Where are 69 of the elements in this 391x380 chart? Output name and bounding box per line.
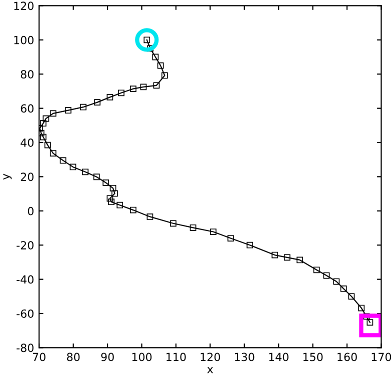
- x-tick-label: 130: [234, 352, 254, 362]
- point: [170, 220, 176, 227]
- x-tick-label: 80: [66, 352, 80, 362]
- y-tick-label: 60: [20, 104, 34, 113]
- point: [358, 304, 365, 312]
- point: [60, 157, 66, 164]
- point: [272, 252, 278, 258]
- x-tick-label: 90: [101, 352, 114, 362]
- point: [323, 272, 330, 279]
- x-tick-label: 110: [166, 352, 186, 362]
- y-tick-label: -20: [16, 241, 34, 250]
- y-tick-label: -80: [16, 344, 34, 352]
- point: [108, 198, 114, 206]
- point: [359, 314, 382, 338]
- point: [227, 235, 234, 242]
- point: [118, 90, 124, 96]
- point: [44, 142, 51, 148]
- point: [82, 168, 88, 176]
- x-tick-label: 70: [32, 352, 46, 362]
- point: [157, 62, 164, 69]
- point: [313, 266, 320, 274]
- point: [152, 54, 159, 60]
- point: [130, 206, 136, 214]
- point: [284, 254, 290, 261]
- point: [210, 228, 216, 235]
- point: [102, 179, 110, 186]
- point: [348, 293, 355, 300]
- y-tick-label: 20: [20, 172, 34, 182]
- y-tick-label: -40: [16, 275, 34, 284]
- point: [93, 174, 100, 180]
- point: [190, 224, 196, 231]
- y-axis-title: y: [3, 174, 12, 180]
- point: [106, 195, 114, 202]
- point: [146, 214, 154, 220]
- point: [40, 134, 46, 140]
- x-tick-label: 120: [200, 352, 220, 362]
- y-tick-label: 100: [14, 36, 34, 44]
- point: [140, 84, 147, 90]
- point: [110, 184, 116, 192]
- x-tick-label: 100: [132, 352, 152, 362]
- y-tick-label: 120: [14, 2, 34, 10]
- point: [80, 104, 86, 110]
- point: [40, 120, 46, 127]
- point: [161, 72, 168, 79]
- y-tick-label: 80: [20, 70, 34, 78]
- x-tick-label: 160: [338, 352, 357, 362]
- point: [246, 242, 254, 248]
- y-tick-label: -60: [16, 309, 34, 318]
- x-axis-title: x: [207, 367, 214, 374]
- point: [112, 190, 118, 197]
- point: [153, 82, 160, 89]
- point: [116, 202, 124, 208]
- point: [135, 28, 159, 52]
- point: [106, 94, 114, 100]
- point: [42, 115, 50, 122]
- x-tick-label: 150: [303, 352, 323, 362]
- point: [94, 99, 100, 106]
- point: [296, 256, 303, 264]
- y-tick-label: 0: [28, 206, 34, 216]
- point: [50, 110, 56, 117]
- point: [333, 278, 340, 285]
- y-tick-label: 40: [20, 138, 34, 147]
- x-tick-label: 170: [372, 352, 391, 362]
- point: [130, 86, 136, 92]
- point: [340, 286, 347, 292]
- x-tick-label: 140: [269, 352, 288, 362]
- point: [64, 107, 72, 114]
- point: [50, 150, 56, 156]
- point: [70, 164, 76, 170]
